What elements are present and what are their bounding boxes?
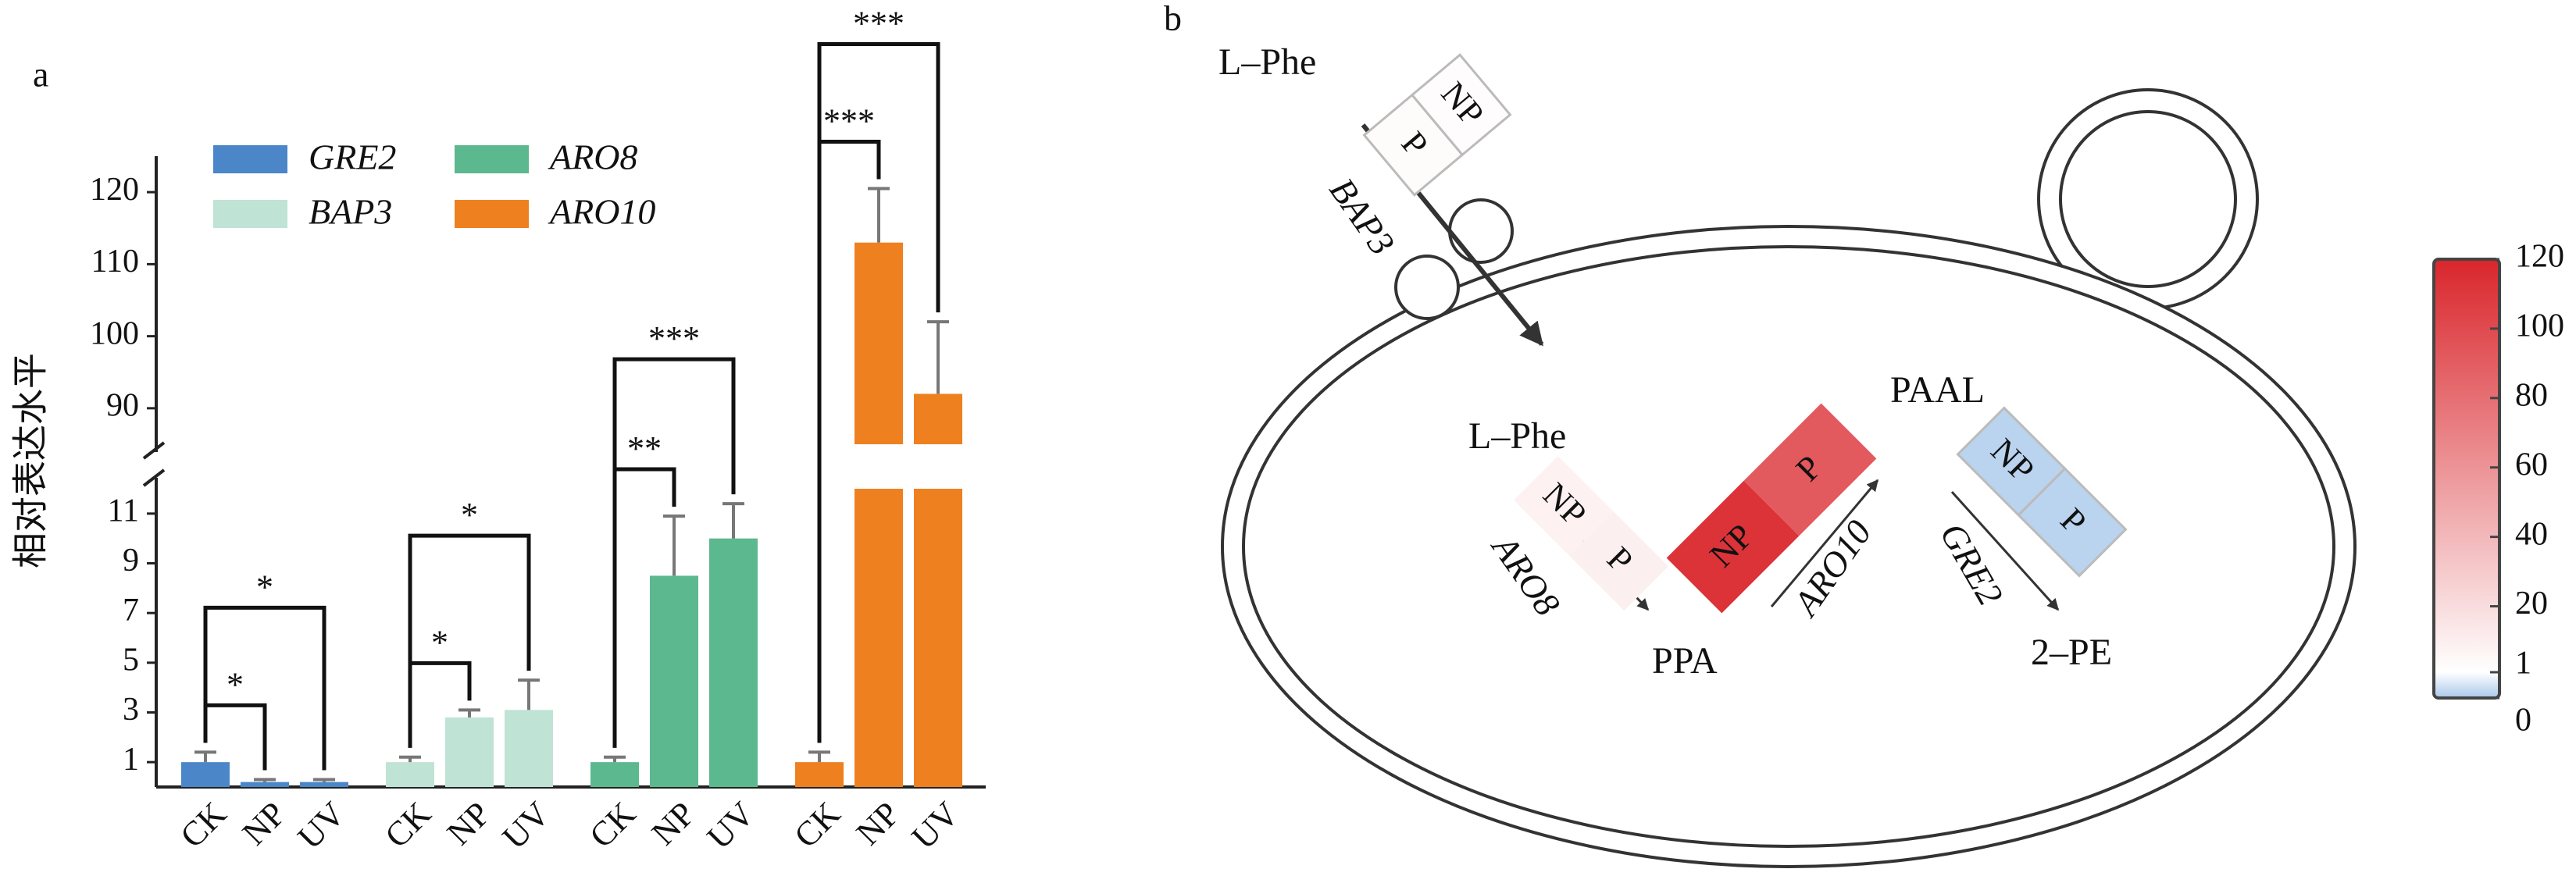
expression-box: NPP	[1514, 456, 1668, 611]
bar	[300, 782, 348, 787]
y-tick-label: 3	[123, 692, 139, 728]
significance-label: ***	[648, 319, 700, 358]
y-tick-label: 7	[123, 593, 139, 629]
significance-bracket	[203, 605, 326, 771]
y-tick-label: 120	[90, 172, 139, 208]
colorbar-tick-label: 1	[2515, 646, 2531, 682]
legend-swatch	[213, 145, 287, 173]
x-tick-label: NP	[849, 795, 907, 853]
bar	[709, 538, 758, 787]
heat-cell	[2017, 467, 2128, 578]
significance-label: *	[227, 666, 244, 704]
axis-break	[142, 468, 166, 487]
bar	[855, 489, 903, 787]
y-tick-label: 100	[90, 315, 139, 351]
metabolite: PAAL	[1890, 369, 1985, 411]
significance-bracket	[203, 703, 267, 771]
colorbar-tick-label: 40	[2515, 516, 2548, 552]
legend-label: ARO8	[548, 137, 637, 177]
gene-label: BAP3	[1322, 171, 1402, 262]
bar	[590, 762, 639, 787]
heat-cell	[1666, 480, 1800, 614]
expression-box: NPP	[1956, 406, 2128, 578]
cell-outline	[1221, 88, 2357, 868]
significance-label: ***	[823, 102, 875, 141]
bar	[855, 242, 903, 444]
colorbar-tick-label: 0	[2515, 703, 2531, 739]
axis-break	[142, 441, 166, 460]
heat-cell	[1362, 93, 1465, 197]
significance-label: *	[431, 623, 448, 661]
y-tick-label: 90	[106, 388, 139, 424]
x-tick-label: CK	[787, 794, 847, 855]
y-tick-label: 9	[123, 543, 139, 579]
significance-label: *	[461, 496, 478, 534]
legend-label: ARO10	[548, 192, 655, 232]
x-tick-label: UV	[700, 794, 762, 856]
legend-label: BAP3	[309, 192, 392, 232]
colorbar	[2432, 258, 2501, 700]
colorbar-tick-label: 20	[2515, 586, 2548, 621]
bar	[505, 710, 553, 787]
bar	[181, 762, 230, 787]
y-tick-label: 5	[123, 642, 139, 678]
bar	[914, 489, 962, 787]
bar	[445, 717, 494, 787]
panel-label: b	[1164, 0, 1182, 38]
expression-box: NPP	[1666, 403, 1877, 614]
colorbar-tick-label: 100	[2515, 308, 2564, 344]
panel-label: a	[33, 55, 48, 94]
bar	[795, 762, 844, 787]
significance-bracket	[408, 533, 531, 748]
y-tick-label: 1	[123, 742, 139, 778]
metabolite: PPA	[1652, 640, 1718, 682]
legend-swatch	[455, 200, 529, 228]
x-tick-label: CK	[582, 794, 643, 855]
significance-label: **	[627, 429, 662, 468]
x-tick-label: UV	[495, 794, 558, 856]
x-tick-label: UV	[291, 794, 353, 856]
heat-cell	[1743, 403, 1877, 536]
y-tick-label: 110	[91, 244, 139, 280]
expression-box: NPP	[1362, 53, 1512, 197]
significance-label: *	[256, 568, 273, 607]
y-axis-label: 相对表达水平	[9, 353, 52, 568]
bar	[650, 575, 698, 787]
colorbar-tick-label: 120	[2515, 239, 2564, 275]
x-tick-label: NP	[235, 795, 293, 853]
significance-bracket	[612, 357, 736, 748]
legend-label: GRE2	[309, 137, 396, 177]
significance-bracket	[817, 42, 940, 743]
metabolite: L–Phe	[1218, 41, 1316, 83]
x-tick-label: NP	[440, 795, 498, 853]
y-tick-label: 11	[108, 493, 139, 529]
bar	[914, 393, 962, 444]
legend-swatch	[455, 145, 529, 173]
heat-cell	[1514, 456, 1614, 556]
significance-label: ***	[853, 5, 904, 43]
metabolite: L–Phe	[1468, 415, 1566, 457]
x-tick-label: CK	[173, 794, 234, 855]
legend-swatch	[213, 200, 287, 228]
x-tick-label: CK	[377, 794, 438, 855]
colorbar-tick-label: 80	[2515, 377, 2548, 413]
metabolite: 2–PE	[2031, 632, 2112, 673]
heat-cell	[1568, 511, 1668, 611]
x-tick-label: UV	[904, 794, 967, 856]
bar	[241, 782, 289, 787]
colorbar-tick-label: 60	[2515, 447, 2548, 483]
bar	[386, 762, 434, 787]
x-tick-label: NP	[644, 795, 702, 853]
